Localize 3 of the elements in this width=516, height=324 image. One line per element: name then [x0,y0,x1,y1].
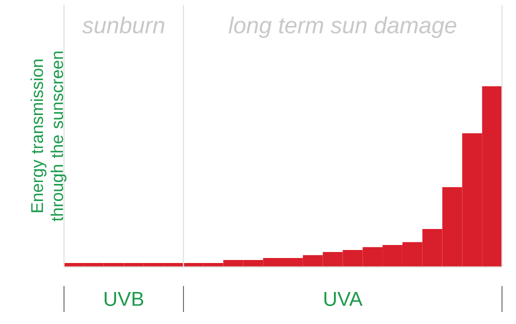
text: UVA [324,292,363,306]
y-axis-title: Energy transmission through the sunscreen [30,52,66,222]
text: UVB [104,292,144,306]
